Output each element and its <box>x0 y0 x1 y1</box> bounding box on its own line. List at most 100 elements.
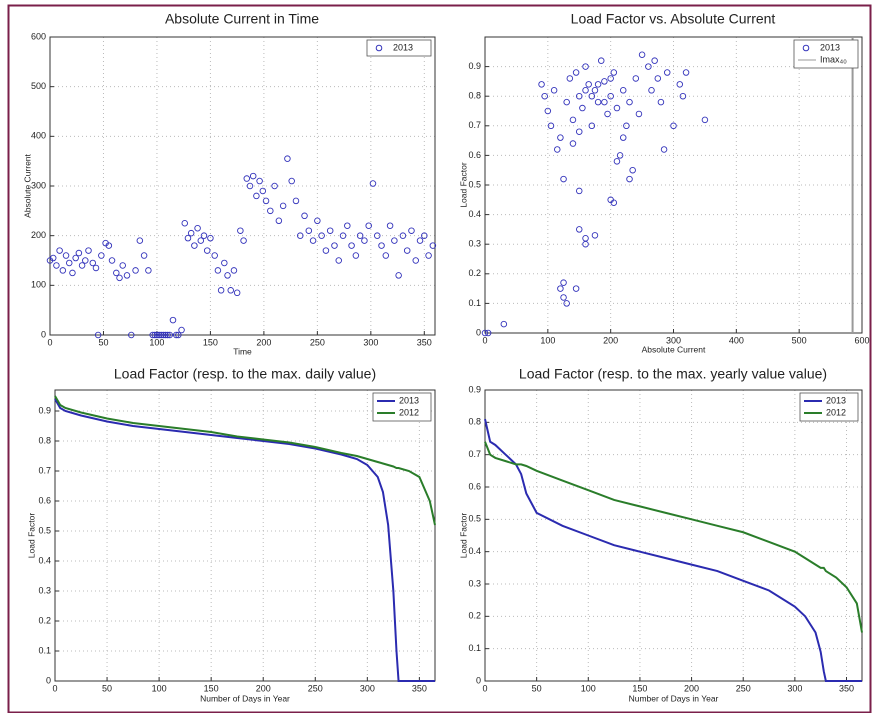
y-tick-label: 0.3 <box>468 578 481 588</box>
axes-box <box>54 389 436 682</box>
y-tick-label: 0.6 <box>468 150 481 160</box>
point <box>78 262 86 269</box>
y-tick-label: 0.3 <box>468 239 481 249</box>
y-tick-label: 0.9 <box>38 405 51 415</box>
point <box>576 92 583 100</box>
point <box>297 232 304 239</box>
x-tick-label: 350 <box>839 683 854 693</box>
x-tick-label: 300 <box>666 335 681 345</box>
point <box>344 222 351 229</box>
y-tick-label: 0.7 <box>38 465 51 475</box>
point <box>572 69 580 76</box>
y-axis-label: Load Factor <box>458 513 468 559</box>
point <box>391 237 398 244</box>
y-tick-label: 0.8 <box>468 91 481 101</box>
point <box>178 326 185 334</box>
x-tick-label: 100 <box>152 683 167 693</box>
point <box>395 272 402 279</box>
chart-title: Absolute Current in Time <box>165 11 319 27</box>
point <box>262 197 270 205</box>
point <box>191 242 198 249</box>
point <box>429 242 437 249</box>
point <box>279 202 287 210</box>
x-tick-label: 250 <box>736 683 751 693</box>
y-tick-label: 0.6 <box>38 495 51 505</box>
y-tick-label: 200 <box>31 230 46 240</box>
legend-label: 2012 <box>399 407 419 417</box>
legend-box <box>366 39 432 57</box>
legend-label: 2013 <box>826 395 846 405</box>
point <box>339 232 347 239</box>
legend-label: 2013 <box>393 42 413 52</box>
point <box>166 331 174 339</box>
point <box>607 75 614 82</box>
point <box>563 300 570 307</box>
point <box>663 69 671 76</box>
point <box>572 285 580 292</box>
point <box>157 331 165 339</box>
point <box>128 331 135 339</box>
y-tick-label: 0.4 <box>38 555 51 565</box>
point <box>591 87 599 94</box>
x-tick-label: 600 <box>854 335 869 345</box>
x-axis-label: Time <box>233 346 252 356</box>
x-tick-label: 200 <box>256 337 271 347</box>
point <box>221 259 228 267</box>
point <box>613 158 621 165</box>
line <box>484 418 862 682</box>
point <box>610 199 618 207</box>
point <box>240 237 247 244</box>
legend-label: 2012 <box>826 407 846 417</box>
point <box>365 222 372 229</box>
point <box>314 217 321 225</box>
point <box>484 329 492 337</box>
y-tick-label: 0.7 <box>468 449 481 459</box>
point <box>378 242 385 249</box>
point <box>386 222 394 229</box>
point <box>256 177 263 185</box>
y-tick-label: 0.8 <box>468 417 481 427</box>
point <box>211 252 218 259</box>
point <box>547 122 555 130</box>
point <box>108 257 116 264</box>
point <box>576 187 583 195</box>
point <box>588 122 596 130</box>
point <box>249 172 257 180</box>
point <box>582 63 589 70</box>
point <box>155 331 163 339</box>
point <box>65 259 73 267</box>
point <box>623 122 630 130</box>
point <box>361 237 368 244</box>
y-tick-label: 0.4 <box>468 209 481 219</box>
point <box>164 331 171 339</box>
point <box>582 240 589 248</box>
point <box>82 257 89 264</box>
point <box>579 104 586 112</box>
point <box>679 92 687 100</box>
point <box>348 242 355 249</box>
point <box>187 229 195 237</box>
y-tick-label: 0.6 <box>468 481 481 491</box>
y-axis-label: Load Factor <box>458 162 468 208</box>
point <box>284 155 291 162</box>
point <box>89 259 97 267</box>
point <box>629 166 636 174</box>
x-tick-label: 250 <box>310 337 325 347</box>
point <box>657 98 665 106</box>
x-tick-label: 50 <box>102 683 112 693</box>
point <box>335 257 343 264</box>
legend-box <box>372 392 432 422</box>
point <box>151 331 159 339</box>
point <box>425 252 432 259</box>
point <box>597 57 605 64</box>
point <box>569 140 577 147</box>
x-tick-label: 50 <box>98 337 108 347</box>
point <box>588 92 596 100</box>
x-tick-label: 400 <box>729 335 744 345</box>
y-tick-label: 0.2 <box>468 268 481 278</box>
point <box>550 87 558 94</box>
y-tick-label: 0.2 <box>468 611 481 621</box>
legend-label: 2013 <box>399 395 419 405</box>
point <box>544 107 552 115</box>
